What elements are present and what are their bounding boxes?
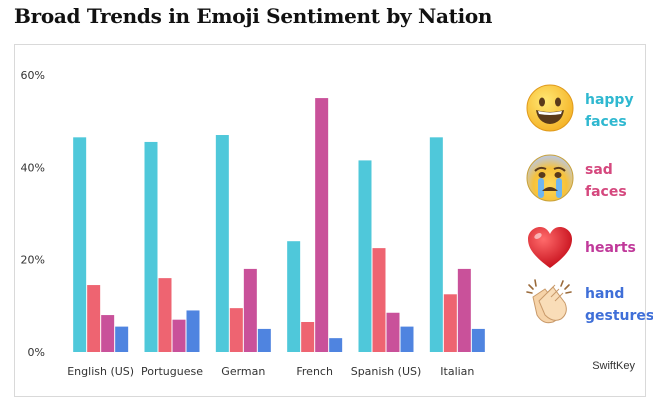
legend-item-hearts: hearts xyxy=(525,223,653,283)
bar-happy-faces-0 xyxy=(73,137,87,352)
y-tick-label: 0% xyxy=(28,346,45,359)
bar-happy-faces-3 xyxy=(287,241,301,352)
chart-panel: 0% 20% 40% 60% English (US) Portuguese German F… xyxy=(14,44,653,397)
y-tick-label: 40% xyxy=(21,161,45,174)
bar-sad-faces-5 xyxy=(443,294,457,352)
bar-happy-faces-5 xyxy=(429,137,443,352)
bar-happy-faces-1 xyxy=(144,141,158,352)
bar-hand-gestures-1 xyxy=(186,310,200,352)
heart-icon xyxy=(528,227,572,268)
grinning-face-icon xyxy=(526,84,574,132)
bar-hearts-2 xyxy=(243,268,257,352)
bar-hand-gestures-3 xyxy=(329,338,343,352)
x-tick-label: English (US) xyxy=(67,365,134,378)
legend-label-sad-faces: sad faces xyxy=(585,162,627,200)
bar-happy-faces-4 xyxy=(358,160,372,352)
bar-sad-faces-2 xyxy=(229,308,243,352)
legend-label-hearts: hearts xyxy=(585,240,636,256)
bar-hand-gestures-2 xyxy=(257,328,271,352)
bar-sad-faces-4 xyxy=(372,248,386,352)
x-tick-label: Spanish (US) xyxy=(351,365,422,378)
y-tick-label: 60% xyxy=(21,69,45,82)
crying-face-icon xyxy=(526,154,574,202)
clapping-hands-icon xyxy=(526,279,572,324)
bar-hearts-4 xyxy=(386,312,400,352)
bar-hearts-5 xyxy=(457,268,471,352)
source-credit: SwiftKey xyxy=(592,360,635,372)
bar-hand-gestures-5 xyxy=(471,328,485,352)
x-tick-label: German xyxy=(221,365,265,378)
y-tick-label: 20% xyxy=(21,254,45,267)
bar-hearts-0 xyxy=(101,315,115,352)
x-tick-label: Portuguese xyxy=(141,365,203,378)
bar-sad-faces-3 xyxy=(301,321,315,352)
legend-label-happy-faces: happy faces xyxy=(585,92,634,130)
bar-hearts-3 xyxy=(315,98,329,352)
bar-sad-faces-1 xyxy=(158,278,172,352)
legend-item-hand-gestures: hand gestures xyxy=(525,277,653,337)
bar-hand-gestures-0 xyxy=(115,326,129,352)
x-tick-label: French xyxy=(296,365,333,378)
x-tick-label: Italian xyxy=(440,365,474,378)
bar-chart: 0% 20% 40% 60% English (US) Portuguese German F… xyxy=(21,69,485,378)
bar-hand-gestures-4 xyxy=(400,326,414,352)
bar-hearts-1 xyxy=(172,319,186,352)
bar-happy-faces-2 xyxy=(215,135,229,352)
legend-item-sad-faces: sad faces xyxy=(525,153,653,213)
legend-item-happy-faces: happy faces xyxy=(525,83,653,143)
chart-title: Broad Trends in Emoji Sentiment by Natio… xyxy=(14,4,493,28)
bar-sad-faces-0 xyxy=(87,285,101,352)
legend-label-hand-gestures: hand gestures xyxy=(585,286,653,324)
